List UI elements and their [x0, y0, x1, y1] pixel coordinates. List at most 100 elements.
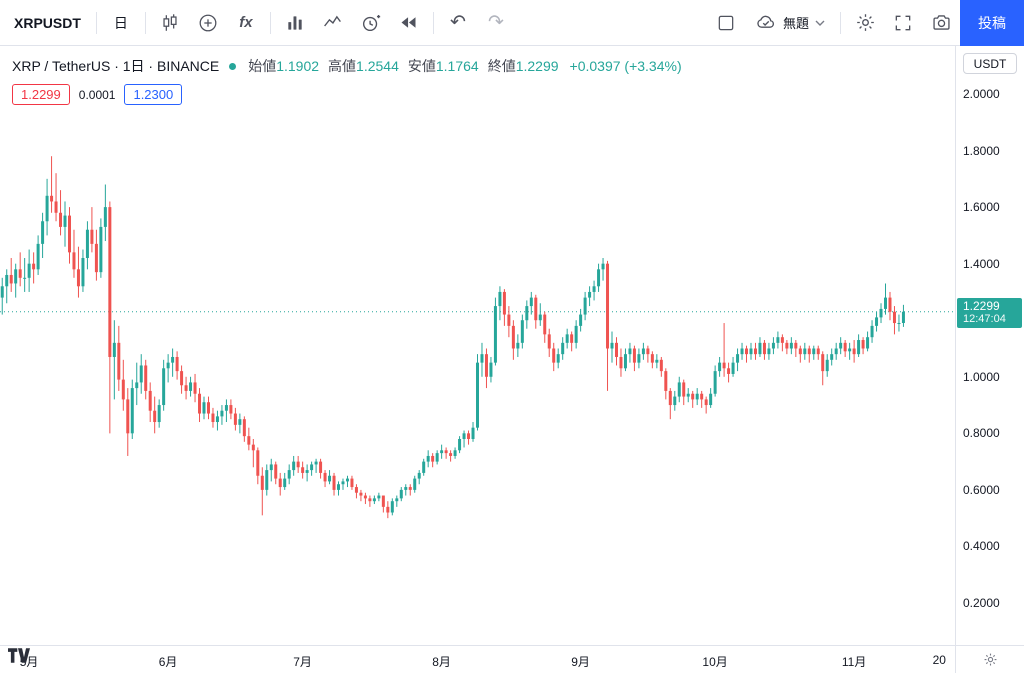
candle: [664, 368, 668, 400]
layout-select-button[interactable]: [707, 4, 745, 42]
chart-style-button[interactable]: [151, 4, 189, 42]
currency-toggle-button[interactable]: USDT: [963, 53, 1017, 74]
candle: [852, 340, 856, 363]
candle: [888, 291, 892, 321]
candle: [677, 376, 681, 403]
cloud-check-icon: [755, 12, 777, 34]
financials-button[interactable]: [314, 4, 352, 42]
candle: [525, 300, 529, 329]
time-axis-label: 7月: [293, 655, 312, 669]
candle: [157, 399, 161, 428]
candle: [292, 455, 296, 476]
candlestick-chart[interactable]: [0, 46, 955, 645]
candle: [816, 345, 820, 360]
ask-price-button[interactable]: 1.2300: [124, 84, 183, 105]
candle: [350, 475, 354, 490]
candle: [529, 291, 533, 315]
candle: [372, 495, 376, 505]
candle: [462, 430, 466, 448]
tradingview-logo[interactable]: [8, 648, 30, 663]
bar-replay-button[interactable]: [390, 4, 428, 42]
price-axis[interactable]: USDT 2.0000 1.8000 1.6000 1.4000 1.0000 0.800…: [955, 46, 1024, 645]
candle: [606, 260, 610, 391]
candle: [314, 458, 318, 473]
candle: [301, 461, 305, 479]
candle: [417, 470, 421, 485]
redo-icon: ↷: [487, 12, 504, 33]
candle: [843, 340, 847, 357]
candle: [211, 407, 215, 428]
candle: [691, 390, 695, 408]
last-price-value: 1.2299: [963, 298, 1000, 313]
candle: [220, 405, 224, 425]
candle: [583, 291, 587, 321]
candle: [32, 252, 36, 284]
time-axis[interactable]: 5月 6月 7月 8月 9月 10月 11月 20: [0, 645, 955, 673]
chart-pane[interactable]: XRP / TetherUS · 1日 · BINANCE 始値1.1902 高…: [0, 46, 955, 645]
candle: [184, 376, 188, 400]
candle: [498, 286, 502, 321]
candle: [861, 337, 865, 355]
last-price-tag: 1.2299 12:47:04: [957, 297, 1022, 328]
candle: [641, 342, 645, 360]
candle: [727, 362, 731, 383]
candle: [404, 484, 408, 496]
timescale-settings-gear-icon[interactable]: [983, 652, 998, 667]
save-layout-button[interactable]: 無題: [745, 4, 835, 42]
undo-button[interactable]: ↶: [439, 4, 477, 42]
publish-button[interactable]: 投稿: [960, 0, 1024, 46]
candle: [614, 337, 618, 366]
candle: [444, 447, 448, 459]
candle: [162, 359, 166, 411]
candle: [516, 334, 520, 357]
candle: [682, 379, 686, 406]
candle: [493, 297, 497, 366]
candle: [848, 342, 852, 360]
candle: [892, 306, 896, 335]
candle: [45, 178, 49, 236]
rewind-icon: [398, 12, 419, 33]
candle: [565, 328, 569, 349]
fullscreen-button[interactable]: [884, 4, 922, 42]
legend-symbol-title[interactable]: XRP / TetherUS · 1日 · BINANCE: [12, 58, 220, 74]
candle: [359, 489, 363, 502]
candle: [538, 303, 542, 326]
candle: [552, 342, 556, 372]
candle: [547, 328, 551, 357]
candle: [50, 156, 54, 213]
candle: [825, 354, 829, 377]
chart-settings-button[interactable]: [846, 4, 884, 42]
candle: [785, 340, 789, 355]
interval-button[interactable]: 日: [113, 14, 128, 31]
toolbar-left-group: XRPUSDT 日 fx: [0, 0, 515, 45]
candle: [592, 280, 596, 301]
candle: [480, 342, 484, 377]
line-chart-icon: [322, 12, 343, 33]
candle: [668, 388, 672, 420]
alert-button[interactable]: [352, 4, 390, 42]
candle: [623, 348, 627, 372]
candle: [117, 325, 121, 391]
candle: [112, 320, 116, 400]
candle: [718, 356, 722, 377]
compare-button[interactable]: [189, 4, 227, 42]
snapshot-button[interactable]: [922, 4, 960, 42]
indicators-button[interactable]: fx: [227, 4, 265, 42]
chart-legend: XRP / TetherUS · 1日 · BINANCE 始値1.1902 高…: [12, 56, 682, 105]
candle: [659, 356, 663, 377]
candle: [502, 289, 506, 326]
candle: [153, 396, 157, 434]
indicator-templates-button[interactable]: [276, 4, 314, 42]
toolbar-right-group: 無題: [707, 0, 1024, 46]
candle: [655, 354, 659, 369]
candle: [745, 345, 749, 363]
candle: [601, 258, 605, 281]
ohlc-close: 終値1.2299: [488, 56, 559, 76]
candle: [206, 396, 210, 420]
redo-button[interactable]: ↷: [477, 4, 515, 42]
candle: [771, 337, 775, 355]
candle: [0, 277, 4, 315]
price-axis-label: 1.8000: [963, 143, 1000, 158]
symbol-button[interactable]: XRPUSDT: [14, 14, 81, 31]
bid-price-button[interactable]: 1.2299: [12, 84, 70, 105]
